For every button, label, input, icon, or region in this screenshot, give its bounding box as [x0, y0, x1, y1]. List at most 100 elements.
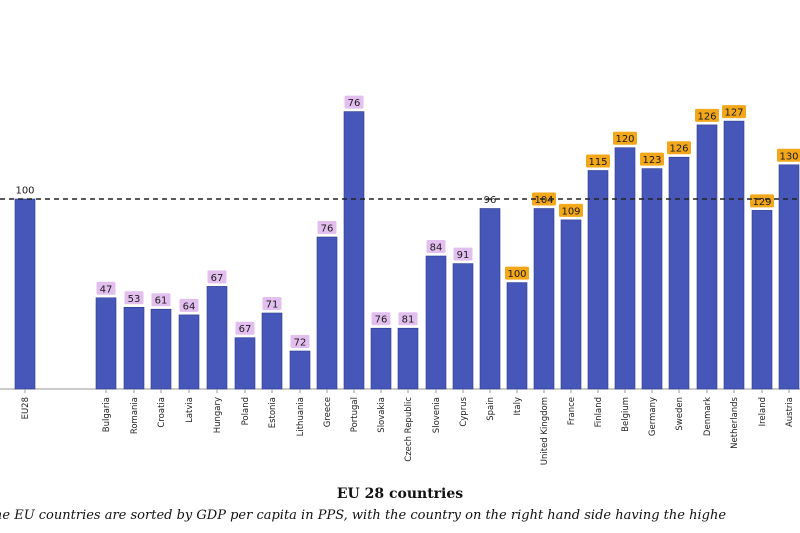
data-label: 115 [588, 157, 607, 168]
bar-greece [316, 236, 338, 390]
data-label: 76 [321, 224, 334, 235]
data-label: 47 [100, 284, 113, 295]
data-label: 71 [266, 300, 279, 311]
bar-finland [587, 170, 609, 390]
bar-united-kingdom [533, 208, 555, 390]
bar-romania [123, 306, 145, 390]
data-label-box [398, 312, 418, 326]
data-label: 100 [15, 186, 34, 197]
bar-netherlands [723, 120, 745, 390]
bar-latvia [178, 314, 200, 390]
data-label: 127 [724, 108, 743, 119]
data-label: 123 [642, 155, 661, 166]
data-label-box [317, 221, 337, 234]
bar-portugal [343, 111, 365, 390]
bar-estonia [261, 312, 283, 390]
x-tick-label: Lithuania [296, 397, 306, 436]
x-tick-label: Austria [785, 397, 795, 427]
data-label: 67 [211, 273, 224, 284]
data-label: 126 [697, 111, 716, 122]
x-tick-label: Romania [130, 397, 140, 434]
x-tick-label: Spain [486, 397, 496, 421]
bar-slovakia [370, 327, 392, 390]
data-label-box [179, 298, 199, 312]
bar-italy [506, 282, 528, 390]
bar-france [560, 219, 582, 390]
data-label-box [722, 105, 746, 119]
x-tick-label: Bulgaria [102, 397, 112, 432]
data-label: 81 [402, 315, 415, 326]
data-label: 109 [561, 206, 580, 217]
x-tick-label: Latvia [185, 397, 195, 423]
x-tick-label: United Kingdom [540, 397, 550, 465]
bar-slovenia [425, 255, 447, 390]
data-label-box [613, 131, 637, 145]
data-label-box [505, 266, 529, 280]
x-tick-label: Poland [241, 397, 251, 425]
bar-bulgaria [95, 297, 117, 390]
data-label: 100 [507, 269, 526, 280]
x-tick-label: Denmark [703, 397, 713, 436]
data-label-box [667, 141, 691, 155]
data-label-box [96, 281, 116, 295]
data-label: 104 [534, 195, 553, 206]
data-label-box [777, 148, 800, 162]
data-label: 91 [457, 250, 470, 261]
x-tick-label: EU28 [21, 397, 31, 419]
data-label-box [151, 293, 171, 307]
data-label: 120 [615, 134, 634, 145]
x-tick-label: Finland [594, 397, 604, 427]
data-label: 72 [294, 338, 307, 349]
data-label-box [344, 95, 364, 109]
data-label-box [290, 335, 310, 348]
bar-czech-republic [397, 327, 419, 390]
bar-poland [234, 337, 256, 390]
x-tick-label: Belgium [621, 397, 631, 432]
data-label: 96 [484, 195, 497, 206]
bar-germany [641, 168, 663, 390]
x-tick-label: Sweden [675, 397, 685, 431]
bar-belgium [614, 147, 636, 390]
bar-hungary [206, 286, 228, 390]
bar-sweden [668, 156, 690, 390]
x-tick-label: Slovenia [432, 397, 442, 433]
chart-caption: he EU countries are sorted by GDP per ca… [0, 508, 727, 523]
x-tick-label: Hungary [213, 397, 223, 433]
data-label-box [426, 240, 446, 253]
bar-croatia [150, 308, 172, 390]
data-label-box [124, 291, 144, 305]
bar-denmark [696, 124, 718, 390]
data-label: 84 [430, 243, 443, 254]
bar-lithuania [289, 350, 311, 390]
x-tick-label: France [567, 397, 577, 425]
bar-spain [479, 208, 501, 390]
x-tick-label: Cyprus [459, 396, 469, 426]
x-tick-label: Netherlands [730, 396, 740, 448]
data-label-box [207, 270, 227, 284]
data-label-box [750, 194, 774, 208]
x-tick-label: Greece [323, 397, 333, 427]
data-label-box [695, 108, 719, 122]
data-label: 61 [155, 296, 168, 307]
data-label: 130 [779, 151, 798, 162]
x-tick-label: Portugal [350, 397, 360, 432]
data-label-box [640, 152, 664, 166]
bar-eu28 [14, 198, 36, 390]
x-tick-label: Italy [513, 397, 523, 415]
data-label: 64 [183, 301, 196, 312]
data-label-box [371, 312, 391, 326]
x-axis-title: EU 28 countries [336, 486, 464, 502]
x-tick-label: Germany [648, 397, 658, 436]
x-tick-label: Czech Republic [404, 397, 414, 462]
data-label: 76 [348, 98, 361, 109]
data-label-box [559, 203, 583, 217]
bar-cyprus [452, 263, 474, 390]
data-label-box [235, 321, 255, 335]
data-label: 129 [752, 197, 771, 208]
bar-ireland [751, 210, 773, 390]
data-label-box [262, 297, 282, 310]
data-label: 67 [239, 324, 252, 335]
data-label: 126 [669, 144, 688, 155]
